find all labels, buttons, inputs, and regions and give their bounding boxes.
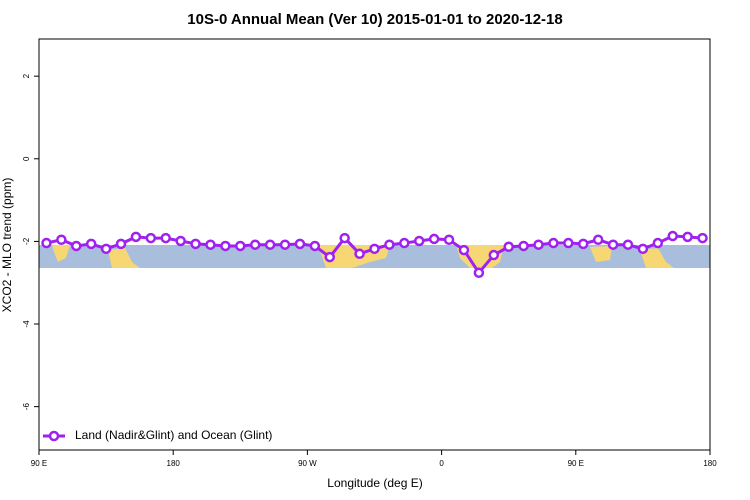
x-tick-label: 0 <box>439 459 444 468</box>
point <box>369 243 380 255</box>
y-tick-label: -6 <box>22 403 31 411</box>
x-axis-label: Longitude (deg E) <box>327 476 422 490</box>
point <box>71 240 82 252</box>
point <box>56 234 67 245</box>
y-axis-label: XCO2 - MLO trend (ppm) <box>0 178 14 313</box>
point <box>324 251 336 263</box>
point <box>190 238 201 250</box>
y-tick-label: 0 <box>22 156 31 161</box>
point <box>607 239 619 250</box>
y-tick-label: -4 <box>22 320 31 328</box>
point <box>309 240 321 252</box>
point <box>145 232 157 244</box>
point <box>667 230 678 242</box>
point <box>578 238 589 250</box>
point <box>652 237 664 249</box>
point <box>175 235 186 247</box>
point <box>488 249 500 261</box>
point <box>592 234 604 245</box>
x-tick-label: 180 <box>703 459 717 468</box>
legend-label: Land (Nadir&Glint) and Ocean (Glint) <box>75 428 272 442</box>
plot-frame <box>38 38 711 451</box>
point <box>249 239 261 250</box>
y-tick-label: -2 <box>22 237 31 245</box>
point <box>518 240 529 252</box>
point <box>503 241 514 253</box>
point <box>399 237 410 249</box>
point <box>413 235 425 247</box>
point <box>563 237 574 249</box>
legend-marker <box>48 430 60 442</box>
x-tick-label: 90 E <box>31 459 47 468</box>
point <box>637 243 649 255</box>
point <box>384 239 395 250</box>
x-tick-label: 180 <box>167 459 181 468</box>
point <box>294 238 306 250</box>
point <box>41 237 52 249</box>
x-tick-label: 90 W <box>298 459 317 468</box>
point <box>85 238 97 250</box>
point <box>697 232 708 244</box>
x-tick-label: 90 E <box>568 459 584 468</box>
point <box>115 238 127 250</box>
point <box>548 237 559 249</box>
point <box>205 239 216 250</box>
point <box>682 231 693 243</box>
chart-title: 10S-0 Annual Mean (Ver 10) 2015-01-01 to… <box>187 11 562 28</box>
point <box>339 232 350 244</box>
point <box>533 239 544 250</box>
point <box>622 239 634 250</box>
point <box>354 248 365 260</box>
point <box>100 243 112 255</box>
point <box>235 240 246 252</box>
point <box>160 232 171 244</box>
point <box>279 239 291 250</box>
point <box>220 240 231 252</box>
point <box>264 239 276 250</box>
y-tick-label: 2 <box>22 73 31 78</box>
point <box>130 231 142 243</box>
point <box>473 267 485 279</box>
point <box>458 244 470 256</box>
point <box>428 233 440 245</box>
point <box>443 234 455 245</box>
